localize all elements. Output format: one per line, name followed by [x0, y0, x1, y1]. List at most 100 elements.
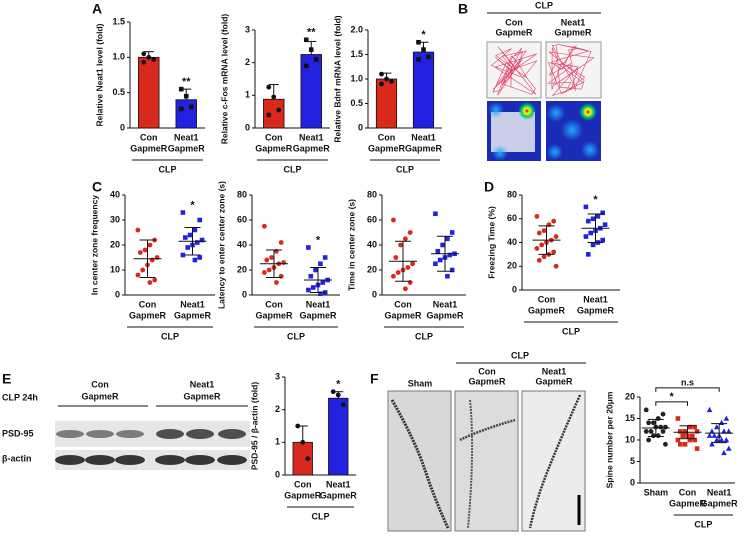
point: [195, 240, 200, 245]
point: [178, 86, 184, 92]
column-label: Sham: [408, 378, 433, 388]
y-tick-label: 15: [625, 413, 635, 423]
y-axis-label: In center zone frequency: [89, 195, 99, 295]
y-tick-label: 0: [358, 122, 363, 132]
column-label: GapmeR: [535, 376, 573, 386]
point: [303, 63, 309, 69]
heatmap-spot: [547, 104, 565, 122]
band: [85, 455, 115, 465]
point: [648, 429, 654, 434]
point: [340, 402, 346, 408]
point: [306, 287, 311, 293]
point: [658, 424, 664, 430]
x-tick-label: Neat1: [180, 299, 205, 309]
y-tick-label: 80: [507, 189, 517, 199]
x-tick-label: GapmeR: [701, 498, 739, 508]
panel-letter: F: [370, 371, 379, 387]
point: [407, 230, 413, 235]
point: [590, 242, 596, 248]
point: [551, 249, 557, 255]
x-tick-label: Con: [394, 299, 412, 309]
band: [116, 430, 144, 438]
heatmap-spot: [579, 103, 597, 121]
x-tick-label: Neat1: [326, 479, 351, 489]
point: [313, 267, 318, 273]
x-tick-label: GapmeR: [255, 143, 293, 153]
point: [433, 261, 438, 267]
point: [600, 210, 605, 216]
group-label: CLP: [161, 331, 179, 341]
bar: [138, 56, 160, 129]
point: [389, 79, 394, 84]
y-tick-label: 0.5: [350, 98, 363, 108]
x-tick-label: Neat1: [306, 299, 331, 309]
band: [56, 430, 84, 438]
significance: **: [182, 76, 191, 88]
column-label: Con: [478, 366, 496, 376]
bar: [175, 99, 197, 129]
point: [300, 439, 306, 445]
y-axis-label: Relative Bdnf mRNA level (fold): [332, 15, 342, 142]
point: [655, 433, 661, 439]
band: [186, 429, 214, 439]
x-tick-label: GapmeR: [368, 143, 406, 153]
x-tick-label: GapmeR: [405, 143, 443, 153]
x-tick-label: GapmeR: [426, 310, 464, 320]
x-tick-label: GapmeR: [669, 498, 707, 508]
point: [643, 429, 649, 434]
condition-label: CLP 24h: [2, 392, 38, 402]
point: [553, 234, 559, 239]
point: [147, 280, 153, 285]
y-tick-label: 3: [275, 371, 280, 381]
point: [262, 223, 267, 229]
point: [305, 456, 311, 462]
x-tick-label: Neat1: [299, 132, 324, 142]
group-label: CLP: [284, 164, 302, 174]
x-tick-label: GapmeR: [384, 310, 422, 320]
point: [391, 273, 396, 279]
group-label: CLP: [562, 326, 580, 336]
x-tick-label: GapmeR: [255, 310, 293, 320]
point: [680, 433, 685, 438]
x-tick-label: Neat1: [411, 132, 436, 142]
group-label: GapmeR: [81, 391, 119, 401]
point: [393, 255, 399, 260]
y-tick-label: 3: [245, 24, 250, 34]
y-tick-label: 40: [367, 239, 377, 249]
group-label: CLP: [511, 350, 529, 360]
y-tick-label: 20: [625, 391, 635, 401]
x-tick-label: GapmeR: [174, 310, 212, 320]
point: [595, 214, 601, 219]
point: [709, 428, 715, 434]
x-tick-label: GapmeR: [284, 490, 322, 500]
point: [398, 242, 403, 248]
x-tick-label: GapmeR: [130, 143, 168, 153]
point: [178, 106, 184, 112]
point: [142, 247, 148, 253]
point: [534, 246, 540, 251]
group-label: CLP: [312, 511, 330, 521]
y-tick-label: 1.5: [112, 16, 125, 26]
group-label: Neat1: [190, 379, 215, 389]
y-axis-label: Relative c-Fos mRNA level (fold): [219, 14, 229, 145]
point: [303, 37, 309, 43]
point: [643, 407, 649, 413]
band: [185, 455, 215, 465]
point: [440, 242, 445, 248]
micrograph: [521, 390, 586, 532]
point: [308, 47, 314, 52]
point: [192, 257, 198, 263]
x-tick-label: Con: [265, 132, 283, 142]
y-tick-label: 80: [367, 189, 377, 199]
y-tick-label: 20: [237, 264, 247, 274]
significance: *: [421, 29, 426, 41]
point: [180, 252, 186, 258]
point: [694, 446, 700, 451]
point: [278, 240, 284, 245]
panel-letter: E: [2, 371, 11, 387]
dendrite: [390, 399, 450, 529]
point: [660, 411, 666, 417]
point: [266, 112, 272, 118]
point: [183, 93, 189, 99]
y-tick-label: 40: [110, 189, 120, 199]
